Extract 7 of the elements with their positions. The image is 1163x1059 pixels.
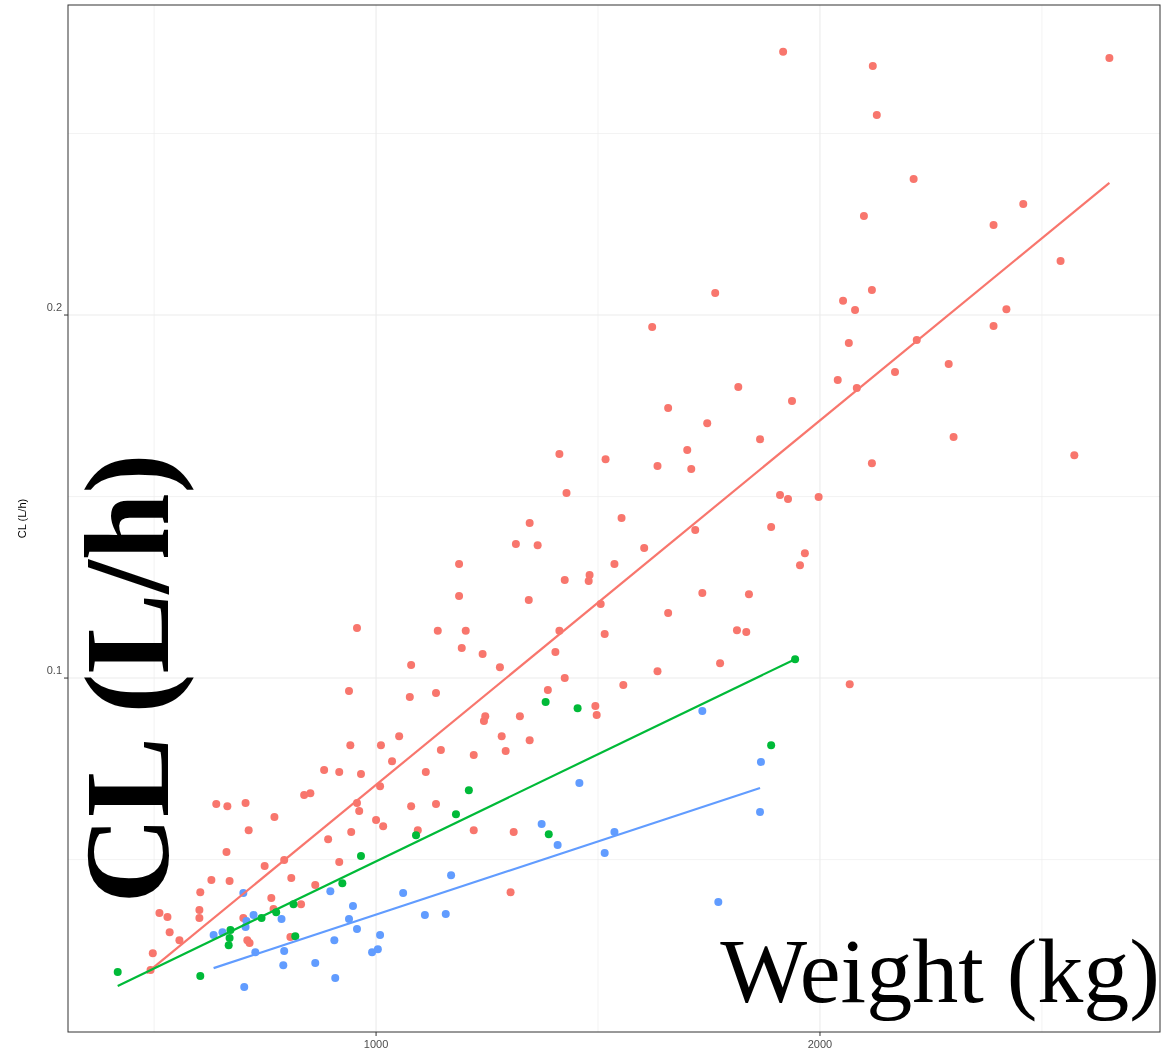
x-tick-label: 2000 [807,1038,833,1050]
annotation: Weight (kg) [720,920,1160,1022]
x-tick-label: 1000 [363,1038,389,1050]
annotation: CL (L/h) [61,453,194,904]
y-axis-title: CL (L/h) [16,498,28,539]
y-tick-label: 0.1 [46,664,62,677]
y-tick-label: 0.2 [46,301,62,314]
